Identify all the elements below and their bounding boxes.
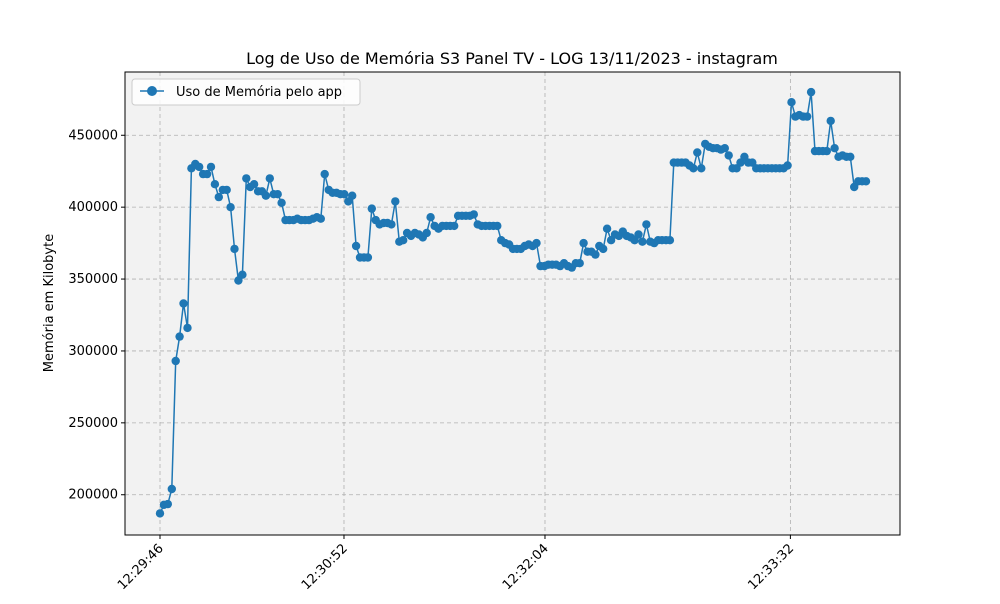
x-tick-label: 12:33:32 — [745, 541, 797, 593]
data-point — [638, 237, 647, 246]
data-point — [826, 116, 835, 126]
data-point — [665, 236, 675, 245]
data-point — [724, 151, 733, 160]
data-point — [579, 238, 588, 248]
x-tick-label: 12:32:04 — [500, 541, 552, 593]
data-point — [787, 98, 796, 107]
data-point — [320, 169, 329, 179]
data-point — [261, 191, 271, 200]
data-point — [846, 152, 855, 161]
data-point — [532, 238, 541, 248]
data-point — [822, 146, 831, 156]
data-point — [175, 332, 184, 341]
data-point — [634, 230, 643, 239]
data-point — [183, 323, 192, 333]
x-tick-label: 12:30:52 — [299, 541, 351, 593]
data-point — [720, 144, 729, 153]
plot-frame — [124, 71, 901, 536]
series-layer — [155, 87, 871, 518]
legend-box — [131, 78, 361, 106]
data-point — [803, 112, 812, 121]
y-tick-label: 300000 — [68, 344, 118, 359]
data-point — [693, 148, 702, 157]
data-point — [222, 185, 231, 195]
data-point — [316, 214, 325, 223]
data-point — [783, 161, 792, 170]
data-point — [689, 164, 698, 173]
legend-label: Uso de Memória pelo app — [176, 85, 342, 100]
data-point — [367, 204, 376, 213]
data-point — [155, 509, 165, 518]
data-point — [399, 236, 408, 245]
data-point — [238, 270, 247, 279]
data-point — [450, 221, 459, 231]
data-point — [599, 244, 608, 254]
data-point — [277, 198, 286, 207]
data-point — [806, 87, 816, 97]
data-point — [575, 259, 584, 268]
y-tick-label: 200000 — [68, 488, 118, 503]
data-point — [230, 244, 239, 254]
data-point — [469, 210, 478, 219]
x-axis: 12:29:46 12:30:52 12:32:04 12:33:32 — [115, 535, 797, 593]
data-point — [422, 228, 431, 238]
data-point — [202, 169, 212, 179]
data-point — [387, 220, 396, 229]
data-point — [642, 220, 651, 229]
data-point — [265, 174, 274, 183]
data-point — [591, 250, 600, 259]
data-point — [363, 253, 373, 262]
x-tick-label: 12:29:46 — [115, 541, 167, 593]
data-point — [179, 299, 188, 308]
data-point — [249, 180, 259, 189]
data-point — [206, 162, 216, 172]
data-point — [171, 356, 180, 366]
data-point — [210, 180, 220, 189]
y-tick-label: 450000 — [68, 128, 118, 143]
chart-title: Log de Uso de Memória S3 Panel TV - LOG … — [246, 49, 778, 68]
data-point — [830, 144, 839, 153]
data-point — [351, 241, 361, 251]
plot-area — [125, 72, 900, 535]
y-tick-label: 350000 — [68, 272, 118, 287]
y-axis: 200000 250000 300000 350000 400000 450000 — [68, 128, 125, 503]
data-point — [340, 190, 349, 199]
y-tick-label: 400000 — [68, 200, 118, 215]
data-point — [697, 164, 706, 173]
data-point — [195, 162, 204, 172]
y-axis-label: Memória em Kilobyte — [42, 234, 57, 372]
data-point — [602, 224, 612, 233]
data-point — [167, 484, 176, 494]
data-point — [226, 203, 235, 212]
data-point — [348, 191, 357, 200]
data-point — [214, 192, 223, 202]
x-gridlines — [159, 72, 791, 535]
data-point — [426, 213, 435, 222]
data-point — [493, 221, 502, 231]
legend-marker-swatch — [147, 86, 157, 96]
data-point — [242, 174, 251, 183]
data-point — [391, 197, 400, 206]
data-point — [861, 177, 871, 186]
y-tick-label: 250000 — [68, 416, 118, 431]
legend: Uso de Memória pelo app — [131, 78, 361, 106]
data-point — [163, 499, 172, 509]
data-point — [273, 190, 282, 199]
y-gridlines — [125, 134, 900, 496]
